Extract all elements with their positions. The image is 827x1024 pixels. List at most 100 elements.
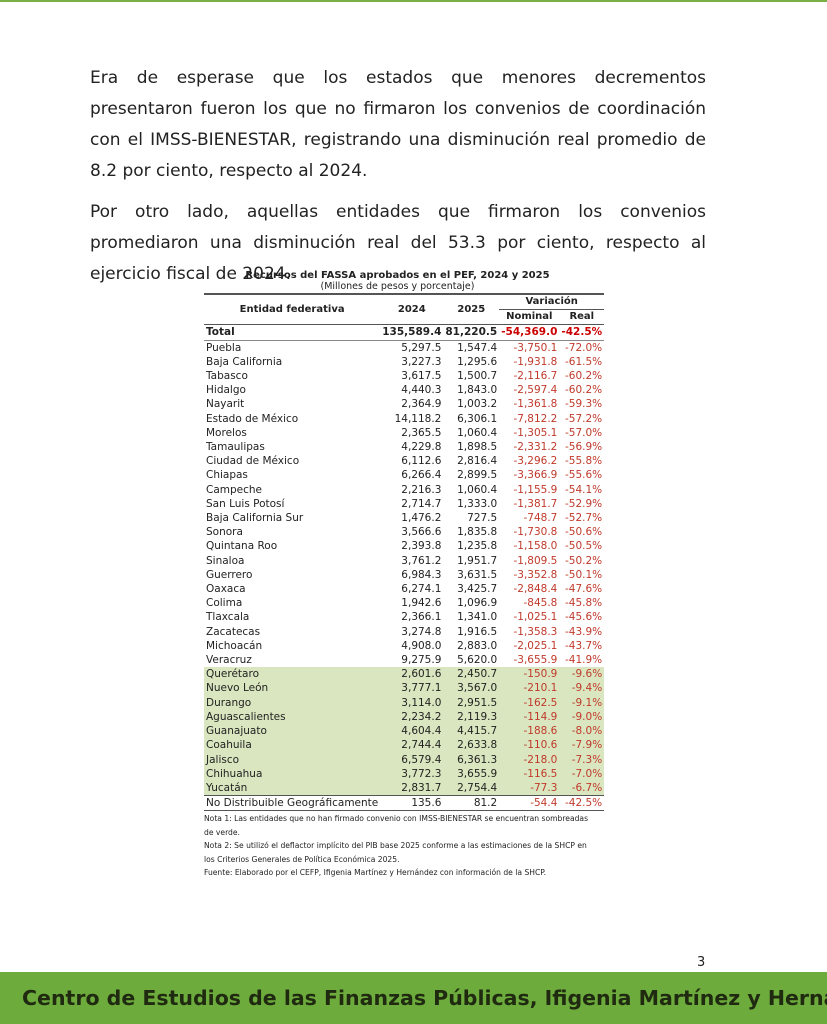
real-variation-cell: -45.6% [565, 611, 603, 624]
real-variation-cell: -72.0% [565, 341, 603, 354]
table-row: Aguascalientes 2,234.2 2,119.3 -114.9 -9.0% [204, 709, 605, 725]
value-2024-cell: 2,216.3 [401, 483, 442, 496]
entity-cell: Tamaulipas [206, 441, 265, 454]
value-2024-cell: 135,589.4 [380, 324, 444, 341]
real-variation-cell: -54.1% [565, 483, 603, 496]
nominal-variation-cell: -110.6 [499, 738, 560, 753]
fassa-table-block: Recursos del FASSA aprobados en el PEF, … [204, 270, 605, 880]
entity-cell: Sinaloa [206, 554, 245, 567]
nominal-variation-cell: -7,812.2 [513, 412, 558, 425]
value-2024-cell: 5,297.5 [401, 341, 442, 354]
entity-cell: Jalisco [204, 752, 381, 767]
value-2025-cell: 1,500.7 [457, 370, 498, 383]
real-variation-cell: -7.9% [559, 738, 605, 753]
value-2024-cell: 3,566.6 [401, 526, 442, 539]
entity-cell: Puebla [206, 341, 242, 354]
value-2024-cell: 6,112.6 [401, 455, 442, 468]
table-row: Michoacán 4,908.0 2,883.0 -2,025.1 -43.7% [204, 639, 604, 653]
nominal-variation-cell: -114.9 [499, 709, 560, 725]
entity-cell: Coahuila [204, 738, 381, 753]
table-row: Tabasco 3,617.5 1,500.7 -2,116.7 -60.2% [204, 369, 604, 383]
nominal-variation-cell: -3,352.8 [513, 568, 558, 581]
table-row: Tlaxcala 2,366.1 1,341.0 -1,025.1 -45.6% [204, 610, 604, 624]
entity-cell: San Luis Potosí [206, 497, 285, 510]
real-variation-cell: -55.8% [565, 455, 603, 468]
table-row: Chiapas 6,266.4 2,899.5 -3,366.9 -55.6% [204, 468, 604, 482]
nominal-variation-cell: -3,750.1 [513, 341, 558, 354]
table-row: Estado de México 14,118.2 6,306.1 -7,812.2-… [204, 412, 604, 426]
note-2: Nota 2: Se utilizó el deflactor implícit… [204, 841, 587, 864]
table-row: Durango 3,114.0 2,951.5 -162.5 -9.1% [204, 695, 605, 710]
real-variation-cell: -60.2% [565, 370, 603, 383]
value-2025-cell: 1,060.4 [457, 426, 498, 439]
value-2024-cell: 4,229.8 [401, 441, 442, 454]
nominal-variation-cell: -1,931.8 [513, 355, 558, 368]
value-2024-cell: 1,942.6 [401, 597, 442, 610]
nominal-variation-cell: -2,116.7 [513, 370, 558, 383]
value-2024-cell: 6,984.3 [401, 568, 442, 581]
table-title: Recursos del FASSA aprobados en el PEF, … [245, 270, 550, 281]
entity-cell: Chihuahua [204, 766, 381, 781]
value-2024-cell: 9,275.9 [401, 654, 442, 667]
nominal-variation-cell: -845.8 [523, 597, 558, 610]
value-2024-cell: 2,601.6 [380, 667, 444, 682]
nominal-variation-cell: -116.5 [499, 766, 560, 781]
table-row: Tamaulipas 4,229.8 1,898.5 -2,331.2 -56.9% [204, 440, 604, 454]
table-row: Jalisco 6,579.4 6,361.3 -218.0 -7.3% [204, 752, 605, 767]
value-2025-cell: 1,333.0 [457, 497, 498, 510]
real-variation-cell: -9.0% [559, 709, 605, 725]
value-2025-cell: 1,951.7 [457, 554, 498, 567]
value-2025-cell: 81.2 [443, 795, 500, 812]
value-2025-cell: 1,096.9 [457, 597, 498, 610]
entity-cell: Michoacán [206, 639, 263, 652]
entity-cell: Chiapas [206, 469, 248, 482]
source-note: Fuente: Elaborado por el CEFP, Ifigenia … [204, 868, 547, 878]
real-variation-cell: -9.4% [559, 681, 605, 696]
value-2025-cell: 81,220.5 [443, 324, 500, 341]
real-variation-cell: -43.7% [565, 639, 603, 652]
entity-cell: Quintana Roo [206, 540, 278, 553]
real-variation-cell: -9.6% [559, 667, 605, 682]
nominal-variation-cell: -1,809.5 [513, 554, 558, 567]
value-2024-cell: 4,908.0 [401, 639, 442, 652]
table-row: Morelos 2,365.5 1,060.4 -1,305.1 -57.0% [204, 426, 604, 440]
note-1: Nota 1: Las entidades que no han firmado… [204, 814, 589, 837]
nominal-variation-cell: -1,730.8 [513, 526, 558, 539]
value-2024-cell: 6,274.1 [401, 583, 442, 596]
value-2025-cell: 1,843.0 [457, 384, 498, 397]
table-row: Sonora 3,566.6 1,835.8 -1,730.8 -50.6% [204, 525, 604, 539]
value-2024-cell: 3,227.3 [401, 355, 442, 368]
table-row: Quintana Roo 2,393.8 1,235.8 -1,158.0 -50.5% [204, 539, 604, 553]
table-row: Baja California Sur 1,476.2 727.5 -748.7 -52… [204, 511, 604, 525]
real-variation-cell: -61.5% [565, 355, 603, 368]
entity-cell: Durango [204, 695, 381, 710]
header-variation: Variación [499, 294, 605, 311]
entity-cell: Hidalgo [206, 384, 246, 397]
real-variation-cell: -59.3% [565, 398, 603, 411]
nominal-variation-cell: -1,155.9 [513, 483, 558, 496]
nominal-variation-cell: -162.5 [499, 695, 560, 710]
real-variation-cell: -9.1% [559, 695, 605, 710]
value-2024-cell: 6,579.4 [380, 752, 444, 767]
table-row: Guerrero 6,984.3 3,631.5 -3,352.8 -50.1% [204, 568, 604, 582]
value-2024-cell: 2,744.4 [380, 738, 444, 753]
nominal-variation-cell: -3,366.9 [513, 469, 558, 482]
value-2024-cell: 3,772.3 [380, 766, 444, 781]
non-distributable-row: No Distribuible Geográficamente 135.6 81.2… [204, 795, 605, 812]
value-2025-cell: 1,547.4 [457, 341, 498, 354]
table-row: Coahuila 2,744.4 2,633.8 -110.6 -7.9% [204, 738, 605, 753]
nominal-variation-cell: -77.3 [499, 780, 560, 796]
value-2025-cell: 2,119.3 [443, 709, 500, 725]
nominal-variation-cell: -1,158.0 [513, 540, 558, 553]
value-2024-cell: 2,365.5 [401, 426, 442, 439]
entity-cell: Ciudad de México [206, 455, 300, 468]
value-2024-cell: 6,266.4 [401, 469, 442, 482]
value-2024-cell: 3,617.5 [401, 370, 442, 383]
value-2025-cell: 1,003.2 [457, 398, 498, 411]
real-variation-cell: -42.5% [559, 795, 605, 812]
total-row: Total 135,589.4 81,220.5 -54,369.0 -42.5% [204, 324, 605, 341]
real-variation-cell: -6.7% [559, 780, 605, 796]
real-variation-cell: -50.2% [565, 554, 603, 567]
paragraph-1: Era de esperase que los estados que meno… [90, 68, 706, 181]
paragraph-2: Por otro lado, aquellas entidades que fi… [90, 202, 706, 284]
